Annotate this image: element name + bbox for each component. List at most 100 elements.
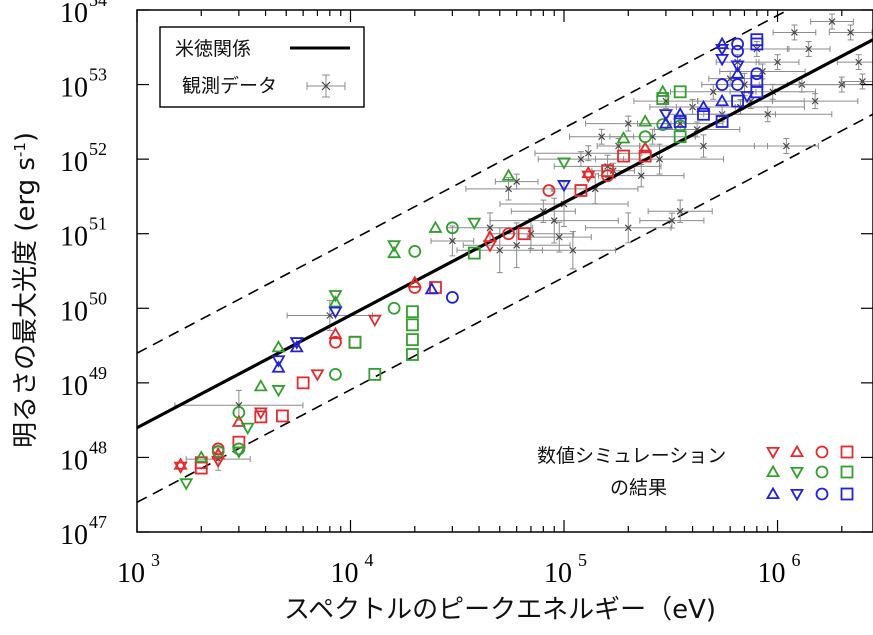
- y-tick-label: 10: [60, 520, 88, 551]
- sim-point-green: [656, 118, 670, 132]
- observed-point: [786, 41, 831, 57]
- relation-band-lines: [137, 10, 873, 504]
- sim-point-green: [329, 367, 342, 381]
- sim-key-red-square: [840, 445, 854, 459]
- sim-point-blue: [715, 115, 729, 128]
- sim-key-red-tri-down: [765, 446, 781, 460]
- sim-point-red: [638, 140, 653, 154]
- observed-point: [828, 24, 873, 41]
- x-tick-label: 10: [331, 558, 359, 589]
- sim-key-red-circle: [815, 445, 829, 459]
- sim-point-green: [445, 221, 459, 235]
- y-tick-label-exp: 48: [89, 437, 107, 457]
- observed-point: [772, 24, 817, 41]
- sim-point-red: [254, 410, 268, 424]
- sim-point-blue: [750, 75, 764, 88]
- observed-point: [840, 73, 873, 90]
- sim-point-red: [407, 275, 422, 288]
- sim-point-green: [387, 240, 402, 253]
- y-tick-label: 10: [60, 445, 88, 476]
- sim-point-green: [655, 84, 670, 97]
- legend-relation-label: 米徳関係: [175, 38, 251, 60]
- y-tick-label: 10: [60, 222, 88, 253]
- sim-point-blue: [715, 93, 730, 107]
- sim-point-red: [173, 461, 188, 475]
- sim-point-green: [211, 445, 225, 458]
- sim-point-green: [467, 217, 482, 231]
- sim-point-blue: [658, 116, 673, 129]
- sim-point-green: [271, 339, 286, 353]
- x-tick-label: 10: [758, 558, 786, 589]
- x-tick-label: 10: [544, 558, 572, 589]
- x-tick-label-exp: 4: [365, 550, 374, 570]
- sim-label-line1: 数値シミュレーション: [537, 445, 726, 467]
- simulation-layer: [173, 33, 764, 491]
- sim-point-green: [271, 385, 286, 398]
- sim-point-red: [517, 227, 531, 241]
- sim-key-blue-tri-up: [765, 486, 781, 500]
- y-tick-label-exp: 50: [89, 288, 107, 308]
- sim-point-red: [482, 229, 498, 243]
- observed-point: [529, 231, 617, 270]
- x-tick-label-exp: 3: [151, 550, 160, 570]
- legend-observed-marker: [306, 74, 346, 98]
- y-tick-label-exp: 47: [89, 512, 107, 532]
- sim-point-blue: [715, 54, 730, 67]
- sim-point-blue: [730, 60, 745, 73]
- observed-point: [638, 134, 769, 158]
- sim-point-blue: [271, 360, 286, 373]
- sim-point-blue: [715, 43, 730, 57]
- sim-point-red: [296, 376, 310, 390]
- sim-point-blue: [445, 290, 459, 304]
- observed-point: [585, 212, 672, 244]
- sim-key-green-tri-up: [765, 464, 781, 478]
- sim-point-green: [406, 333, 419, 347]
- sim-key-green-tri-down: [789, 466, 805, 480]
- sim-point-red: [542, 184, 556, 197]
- observed-point: [526, 221, 592, 253]
- sim-key-blue-circle: [815, 487, 829, 501]
- sim-point-green: [232, 442, 246, 456]
- observed-point: [494, 173, 539, 190]
- x-axis-title: スペクトルのピークエネルギー（eV): [284, 595, 716, 625]
- sim-point-blue: [328, 306, 343, 320]
- observed-point: [465, 177, 552, 201]
- sim-point-green: [368, 367, 382, 381]
- sim-point-green: [673, 85, 687, 99]
- sim-point-green: [408, 244, 422, 258]
- observed-point: [647, 199, 713, 223]
- sim-point-red: [574, 184, 588, 197]
- sim-point-green: [387, 301, 401, 315]
- sim-point-green: [501, 168, 516, 181]
- sim-point-blue: [271, 355, 286, 368]
- sim-point-red: [173, 457, 188, 470]
- band-upper-line: [137, 10, 790, 354]
- sim-point-red: [617, 149, 630, 163]
- sim-point-blue: [740, 91, 755, 104]
- band-lower-line: [137, 113, 873, 504]
- observed-point: [755, 54, 800, 71]
- sim-point-red: [231, 414, 246, 427]
- sim-point-red: [328, 326, 343, 340]
- sim-key-red-tri-up: [789, 444, 805, 458]
- sim-point-green: [387, 245, 402, 259]
- sim-key-green-circle: [815, 465, 829, 479]
- y-tick-label: 10: [60, 371, 88, 402]
- sim-point-blue: [730, 66, 745, 79]
- relation-line: [137, 38, 873, 430]
- sim-point-green: [406, 348, 419, 361]
- sim-point-green: [348, 335, 362, 349]
- sim-point-red: [601, 164, 614, 178]
- sim-point-blue: [289, 339, 304, 353]
- sim-point-green: [656, 92, 670, 105]
- y-tick-label: 10: [60, 73, 88, 104]
- sim-point-green: [406, 305, 419, 319]
- x-tick-label-exp: 6: [792, 550, 801, 570]
- sim-point-red: [194, 456, 208, 470]
- sim-point-blue: [673, 106, 688, 120]
- observed-point: [703, 106, 833, 123]
- legend-box: [159, 26, 365, 108]
- observed-point: [534, 145, 643, 162]
